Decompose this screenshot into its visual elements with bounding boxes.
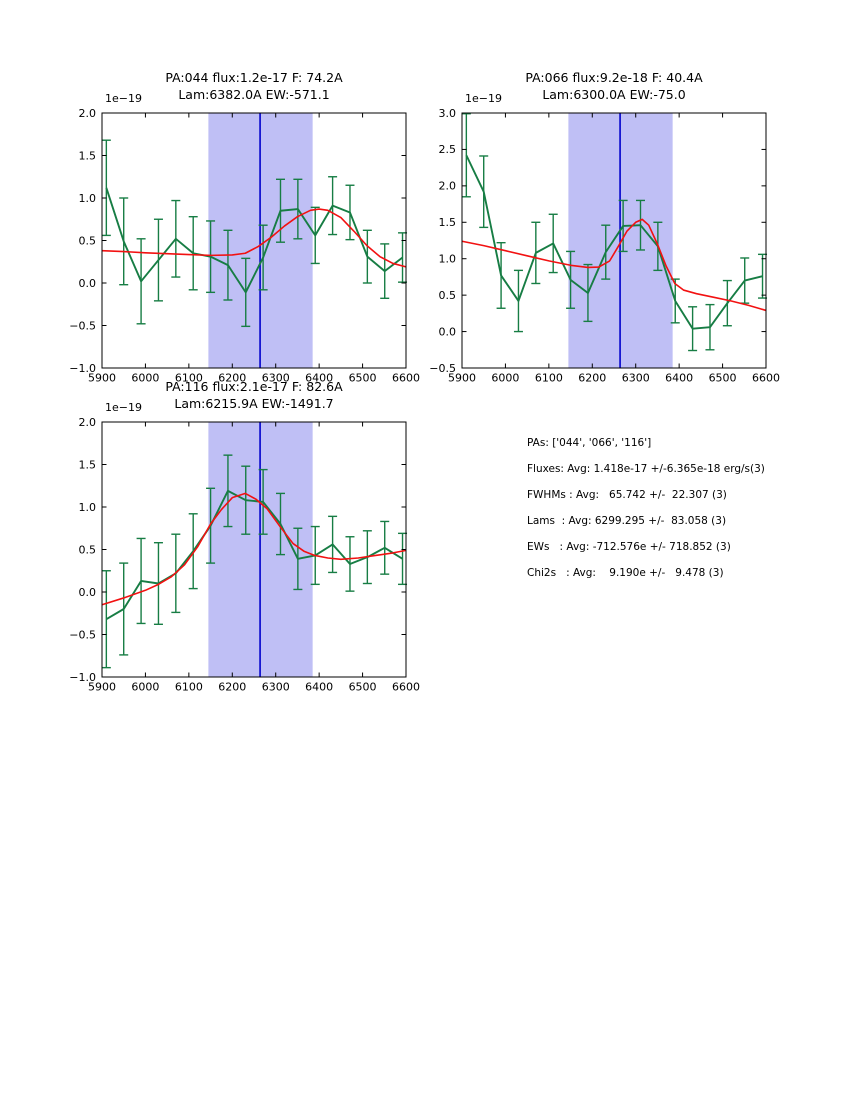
plot-pa044: 5900 6000 6100 6200 6300 6400 6500 6600 −1.0 −0.5… [69, 107, 420, 385]
y-tick-label: −0.5 [69, 628, 96, 641]
x-tick-label: 6500 [349, 681, 377, 694]
x-tick-label: 6200 [218, 681, 246, 694]
x-tick-label: 6200 [218, 372, 246, 385]
y-tick-label: 0.0 [439, 325, 457, 338]
x-tick-label: 6600 [392, 372, 420, 385]
x-tick-label: 5900 [448, 372, 476, 385]
y-tick-label: 0.0 [79, 277, 97, 290]
plot-pa044-title: PA:044 flux:1.2e-17 F: 74.2A Lam:6382.0A… [102, 70, 406, 103]
spectrum-line [105, 187, 404, 294]
fit-line [101, 208, 407, 268]
plot-pa066: 5900 6000 6100 6200 6300 6400 6500 6600 −0.5 0.0 0… [429, 107, 780, 385]
stats-line-fluxes: Fluxes: Avg: 1.418e-17 +/-6.365e-18 erg/… [527, 463, 765, 475]
plot-pa066-title-line2: Lam:6300.0A EW:-75.0 [542, 86, 686, 102]
x-tick-label: 6400 [305, 681, 333, 694]
x-tick-label: 6000 [131, 372, 159, 385]
stats-line-chi2s: Chi2s : Avg: 9.190e +/- 9.478 (3) [527, 567, 724, 579]
x-tick-label: 6100 [535, 372, 563, 385]
x-tick-label: 5900 [88, 681, 116, 694]
plot-pa116: 5900 6000 6100 6200 6300 6400 6500 6600 −1.0 −0.5… [69, 416, 420, 694]
stats-line-pas: PAs: ['044', '066', '116'] [527, 437, 652, 449]
plot-pa066-title: PA:066 flux:9.2e-18 F: 40.4A Lam:6300.0A… [462, 70, 766, 103]
x-tick-label: 6600 [392, 681, 420, 694]
plot-pa116-title-line1: PA:116 flux:2.1e-17 F: 82.6A [165, 379, 343, 394]
x-tick-label: 6500 [349, 372, 377, 385]
stats-line-fwhms: FWHMs : Avg: 65.742 +/- 22.307 (3) [527, 489, 727, 501]
y-tick-label: 2.0 [439, 180, 457, 193]
y-tick-label: −1.0 [69, 671, 96, 684]
y-tick-label: −0.5 [69, 319, 96, 332]
ticks: 5900 6000 6100 6200 6300 6400 6500 6600 −1.0 −0.5… [69, 416, 420, 694]
x-tick-label: 6000 [131, 681, 159, 694]
plot-pa044-y-offset-label: 1e−19 [105, 92, 142, 105]
y-tick-label: 2.0 [79, 416, 97, 429]
axes-frame [461, 112, 767, 369]
x-tick-label: 6000 [491, 372, 519, 385]
ticks: 5900 6000 6100 6200 6300 6400 6500 6600 −0.5 0.0 0… [429, 107, 780, 385]
y-tick-label: 1.0 [439, 253, 457, 266]
y-tick-label: −0.5 [429, 362, 456, 375]
x-tick-label: 6300 [622, 372, 650, 385]
y-tick-label: 1.5 [439, 216, 457, 229]
y-tick-label: 0.0 [79, 586, 97, 599]
stats-panel: PAs: ['044', '066', '116'] Fluxes: Avg: … [527, 430, 765, 586]
y-tick-label: 1.5 [79, 149, 97, 162]
plot-pa044-title-line1: PA:044 flux:1.2e-17 F: 74.2A [165, 70, 343, 85]
plot-pa066-title-line1: PA:066 flux:9.2e-18 F: 40.4A [525, 70, 703, 85]
y-tick-label: 0.5 [439, 289, 457, 302]
x-tick-label: 6200 [578, 372, 606, 385]
x-tick-label: 6300 [262, 681, 290, 694]
fit-line [101, 492, 407, 606]
x-tick-label: 6100 [175, 681, 203, 694]
x-tick-label: 6400 [305, 372, 333, 385]
x-tick-label: 6300 [262, 372, 290, 385]
spectrum-line [465, 154, 763, 330]
y-tick-label: 3.0 [439, 107, 457, 120]
y-tick-label: 0.5 [79, 543, 97, 556]
plot-pa116-y-offset-label: 1e−19 [105, 401, 142, 414]
x-tick-label: 6100 [175, 372, 203, 385]
plot-pa116-title-line2: Lam:6215.9A EW:-1491.7 [174, 395, 334, 411]
y-tick-label: 1.5 [79, 458, 97, 471]
stats-line-lams: Lams : Avg: 6299.295 +/- 83.058 (3) [527, 515, 727, 527]
y-tick-label: −1.0 [69, 362, 96, 375]
plot-pa116-title: PA:116 flux:2.1e-17 F: 82.6A Lam:6215.9A… [102, 379, 406, 412]
x-tick-label: 6400 [665, 372, 693, 385]
x-tick-label: 5900 [88, 372, 116, 385]
plot-pa044-title-line2: Lam:6382.0A EW:-571.1 [178, 86, 330, 102]
y-tick-label: 0.5 [79, 234, 97, 247]
fit-line [461, 218, 767, 312]
plot-pa066-y-offset-label: 1e−19 [465, 92, 502, 105]
x-tick-label: 6500 [709, 372, 737, 385]
ticks: 5900 6000 6100 6200 6300 6400 6500 6600 −1.0 −0.5… [69, 107, 420, 385]
stats-line-ews: EWs : Avg: -712.576e +/- 718.852 (3) [527, 541, 731, 553]
y-tick-label: 2.0 [79, 107, 97, 120]
y-tick-label: 2.5 [439, 143, 457, 156]
y-tick-label: 1.0 [79, 192, 97, 205]
x-tick-label: 6600 [752, 372, 780, 385]
y-tick-label: 1.0 [79, 501, 97, 514]
spectrum-line [105, 489, 404, 621]
